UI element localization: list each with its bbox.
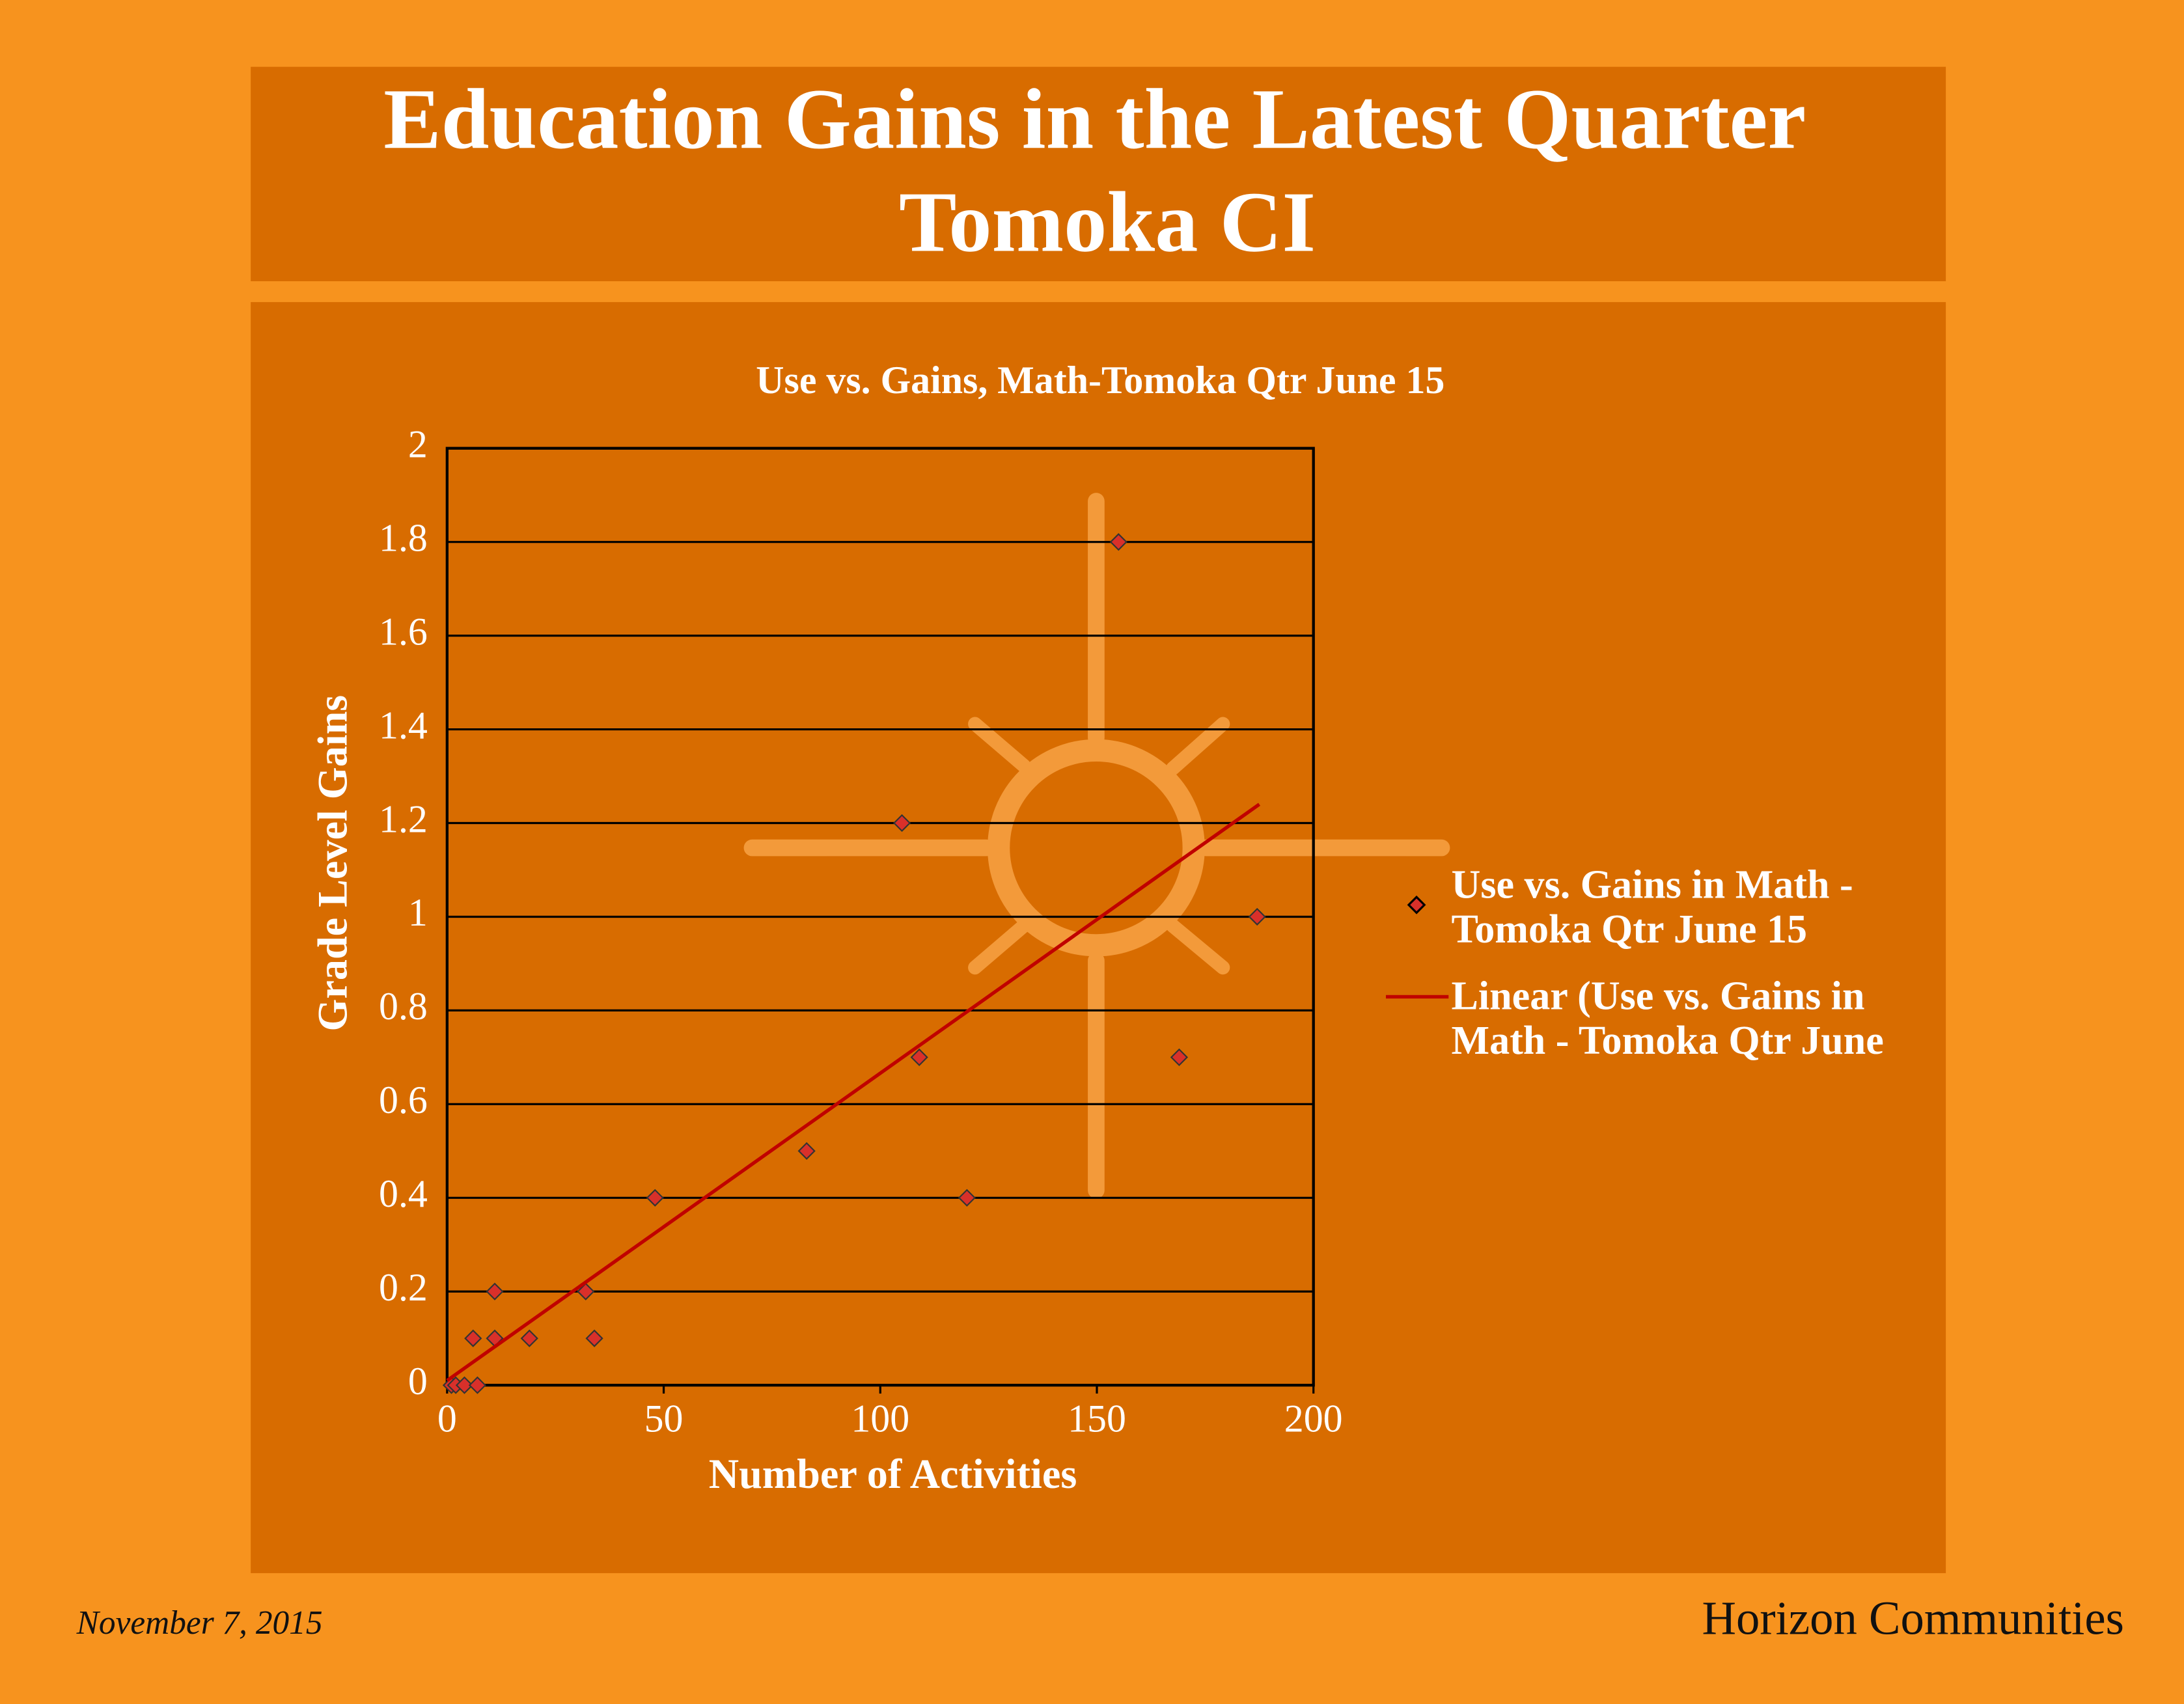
y-tick-label: 1 xyxy=(408,891,428,934)
legend-label: Linear (Use vs. Gains in Math - Tomoka Q… xyxy=(1451,974,1884,1066)
page-title: Education Gains in the Latest Quarter xyxy=(383,71,1806,167)
scatter-point xyxy=(464,1329,482,1347)
y-tick-label: 1.4 xyxy=(379,704,428,747)
footer-brand: Horizon Communities xyxy=(1702,1592,2124,1645)
y-tick-label: 0.2 xyxy=(379,1266,428,1309)
scatter-point xyxy=(1170,1048,1189,1066)
plot-border xyxy=(445,447,1315,1387)
scatter-point xyxy=(910,1048,928,1066)
legend-item: Use vs. Gains in Math - Tomoka Qtr June … xyxy=(1451,863,1853,952)
legend-label: Use vs. Gains in Math - Tomoka Qtr June … xyxy=(1451,863,1853,952)
y-tick-label: 0.8 xyxy=(379,985,428,1028)
y-tick-label: 1.8 xyxy=(379,516,428,559)
scatter-point xyxy=(455,1376,474,1394)
y-tick-label: 0.6 xyxy=(379,1079,428,1121)
scatter-point xyxy=(577,1282,595,1300)
title-panel xyxy=(251,66,1946,282)
scatter-point xyxy=(1248,907,1266,926)
page-title: Tomoka CI xyxy=(899,174,1316,270)
scatter-point xyxy=(892,814,911,832)
x-tick-label: 200 xyxy=(1284,1397,1343,1440)
y-axis-title: Grade Level Gains xyxy=(310,695,356,1032)
scatter-point xyxy=(486,1282,504,1300)
y-tick-label: 2 xyxy=(408,422,428,465)
scatter-point xyxy=(468,1376,487,1394)
scatter-point xyxy=(585,1329,603,1347)
y-tick-label: 0.4 xyxy=(379,1172,428,1215)
x-axis-title: Number of Activities xyxy=(709,1451,1077,1497)
y-tick-label: 0 xyxy=(408,1360,428,1403)
scatter-point xyxy=(1109,533,1127,551)
scatter-point xyxy=(797,1142,816,1160)
y-tick-label: 1.6 xyxy=(379,610,428,653)
legend-item: Linear (Use vs. Gains in Math - Tomoka Q… xyxy=(1451,974,1884,1066)
x-tick-label: 100 xyxy=(851,1397,909,1440)
sun-watermark xyxy=(743,493,1450,1199)
y-tick-label: 1.2 xyxy=(379,797,428,840)
scatter-point xyxy=(958,1189,976,1207)
legend-marker xyxy=(1407,895,1426,914)
x-tick-label: 50 xyxy=(644,1397,684,1440)
x-tick-label: 150 xyxy=(1068,1397,1126,1440)
trend-line xyxy=(446,803,1261,1382)
footer-date: November 7, 2015 xyxy=(76,1604,323,1642)
chart-title: Use vs. Gains, Math-Tomoka Qtr June 15 xyxy=(756,359,1444,402)
x-tick-label: 0 xyxy=(437,1397,457,1440)
scatter-point xyxy=(646,1189,664,1207)
scatter-point xyxy=(520,1329,538,1347)
